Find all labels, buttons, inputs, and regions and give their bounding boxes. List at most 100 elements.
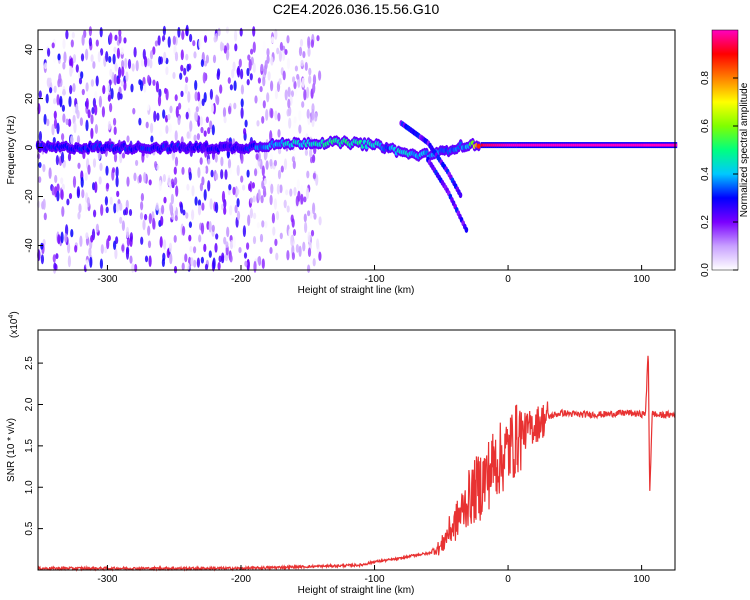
spectrogram-cell: [52, 254, 56, 263]
spectrogram-cell: [236, 188, 240, 195]
spectrogram-cell: [85, 82, 89, 92]
spectrogram-cell: [550, 143, 553, 147]
spectrogram-cell: [274, 89, 278, 100]
spectrogram-cell: [121, 66, 125, 77]
spectrogram-cell: [87, 109, 91, 119]
spectrogram-cell: [274, 238, 278, 247]
spectrogram-cell: [248, 183, 252, 191]
spectrogram-cell: [95, 75, 99, 87]
spectrogram-cell: [89, 256, 93, 268]
spectrogram-cell: [109, 196, 113, 205]
spectrogram-y-ticks: -40 -20 0 20 40: [24, 44, 43, 253]
spectrogram-cell: [211, 124, 215, 136]
spectrogram-cell: [496, 143, 499, 147]
spectrogram-cell: [186, 63, 190, 72]
spectrogram-cell: [269, 246, 273, 255]
spectrogram-cell: [215, 94, 219, 104]
spectrogram-cell: [242, 184, 246, 191]
spectrogram-cell: [267, 71, 271, 81]
spectrogram-cell: [155, 202, 159, 211]
spectrogram-cell: [201, 202, 205, 211]
spectrogram-cell: [214, 153, 218, 163]
spectrogram-cell: [106, 82, 110, 94]
spectrogram-cell: [299, 38, 304, 47]
spectrogram-cell: [233, 80, 237, 92]
spectrogram-cell: [163, 196, 167, 204]
spectrogram-cell: [675, 143, 678, 147]
spectrogram-cell: [253, 260, 257, 273]
spectrogram-cell: [250, 48, 254, 55]
spectrogram-cell: [207, 127, 211, 135]
spectrogram-cell: [53, 110, 57, 120]
spectrogram-cell: [53, 97, 57, 105]
spectrogram-cell: [618, 143, 622, 147]
spectrogram-cell: [144, 55, 148, 68]
spectrogram-cell: [270, 108, 274, 119]
spectrogram-cell: [291, 218, 295, 228]
spectrogram-cell: [174, 176, 178, 186]
spectrogram-cell: [42, 163, 46, 173]
spectrogram-cell: [124, 57, 128, 69]
spectrogram-cell: [564, 143, 567, 147]
spectrogram-cell: [119, 216, 123, 224]
spectrogram-cell: [189, 120, 193, 132]
spectrogram-cell: [197, 199, 202, 207]
spectrogram-cell: [286, 57, 291, 70]
spectrogram-cell: [312, 74, 317, 86]
spectrogram-cell: [279, 184, 283, 194]
spectrogram-cell: [305, 187, 310, 200]
spectrogram-cell: [302, 50, 306, 59]
spectrogram-cell: [570, 143, 573, 147]
spectrogram-cell: [518, 143, 521, 147]
spectrogram-cell: [239, 27, 243, 37]
spectrogram-cell: [297, 190, 301, 202]
spectrogram-cell: [194, 91, 198, 102]
spectrogram-cell: [270, 183, 274, 195]
spectrogram-cell: [144, 255, 149, 263]
spectrogram-cell: [169, 202, 173, 213]
spectrogram-cell: [244, 260, 248, 267]
spectrogram-cell: [258, 96, 262, 106]
spectrogram-cell: [183, 67, 187, 76]
spectrogram-cell: [113, 73, 117, 86]
spectrogram-cell: [209, 88, 213, 100]
spectrogram-cell: [161, 257, 165, 268]
y-tick-label: 40: [24, 44, 35, 56]
spectrogram-cell: [226, 226, 230, 238]
spectrogram-cell: [287, 86, 291, 98]
spectrogram-cell: [262, 76, 266, 87]
spectrogram-cell: [154, 160, 158, 169]
spectrogram-cell: [51, 123, 55, 136]
spectrogram-cell: [177, 94, 182, 103]
spectrogram-cell: [236, 197, 240, 208]
x-tick-label: 0: [505, 274, 511, 285]
spectrogram-cell: [213, 35, 217, 43]
spectrogram-cell: [657, 143, 660, 147]
spectrogram-cell: [224, 169, 228, 180]
spectrogram-cell: [192, 40, 196, 47]
spectrogram-cell: [266, 47, 270, 57]
spectrogram-cell: [516, 143, 519, 147]
spectrogram-cell: [277, 128, 281, 138]
spectrogram-cell: [286, 35, 290, 44]
spectrogram-cell: [65, 224, 69, 237]
spectrogram-cell: [279, 41, 283, 51]
spectrogram-cell: [185, 111, 189, 120]
spectrogram-cell: [303, 213, 307, 223]
spectrogram-cell: [642, 143, 646, 147]
spectrogram-cell: [514, 143, 517, 147]
spectrogram-cell: [494, 143, 497, 147]
spectrogram-cell: [572, 143, 575, 147]
spectrogram-cell: [266, 54, 270, 64]
spectrogram-cell: [283, 199, 287, 209]
spectrogram-cell: [285, 189, 289, 196]
spectrogram-cell: [80, 71, 84, 79]
spectrogram-cell: [100, 244, 104, 255]
spectrogram-cell: [240, 152, 244, 165]
spectrogram-cell: [671, 143, 674, 147]
spectrogram-cell: [568, 143, 571, 147]
spectrogram-cell: [113, 203, 117, 214]
spectrogram-cell: [669, 143, 672, 147]
spectrogram-cell: [673, 143, 676, 147]
